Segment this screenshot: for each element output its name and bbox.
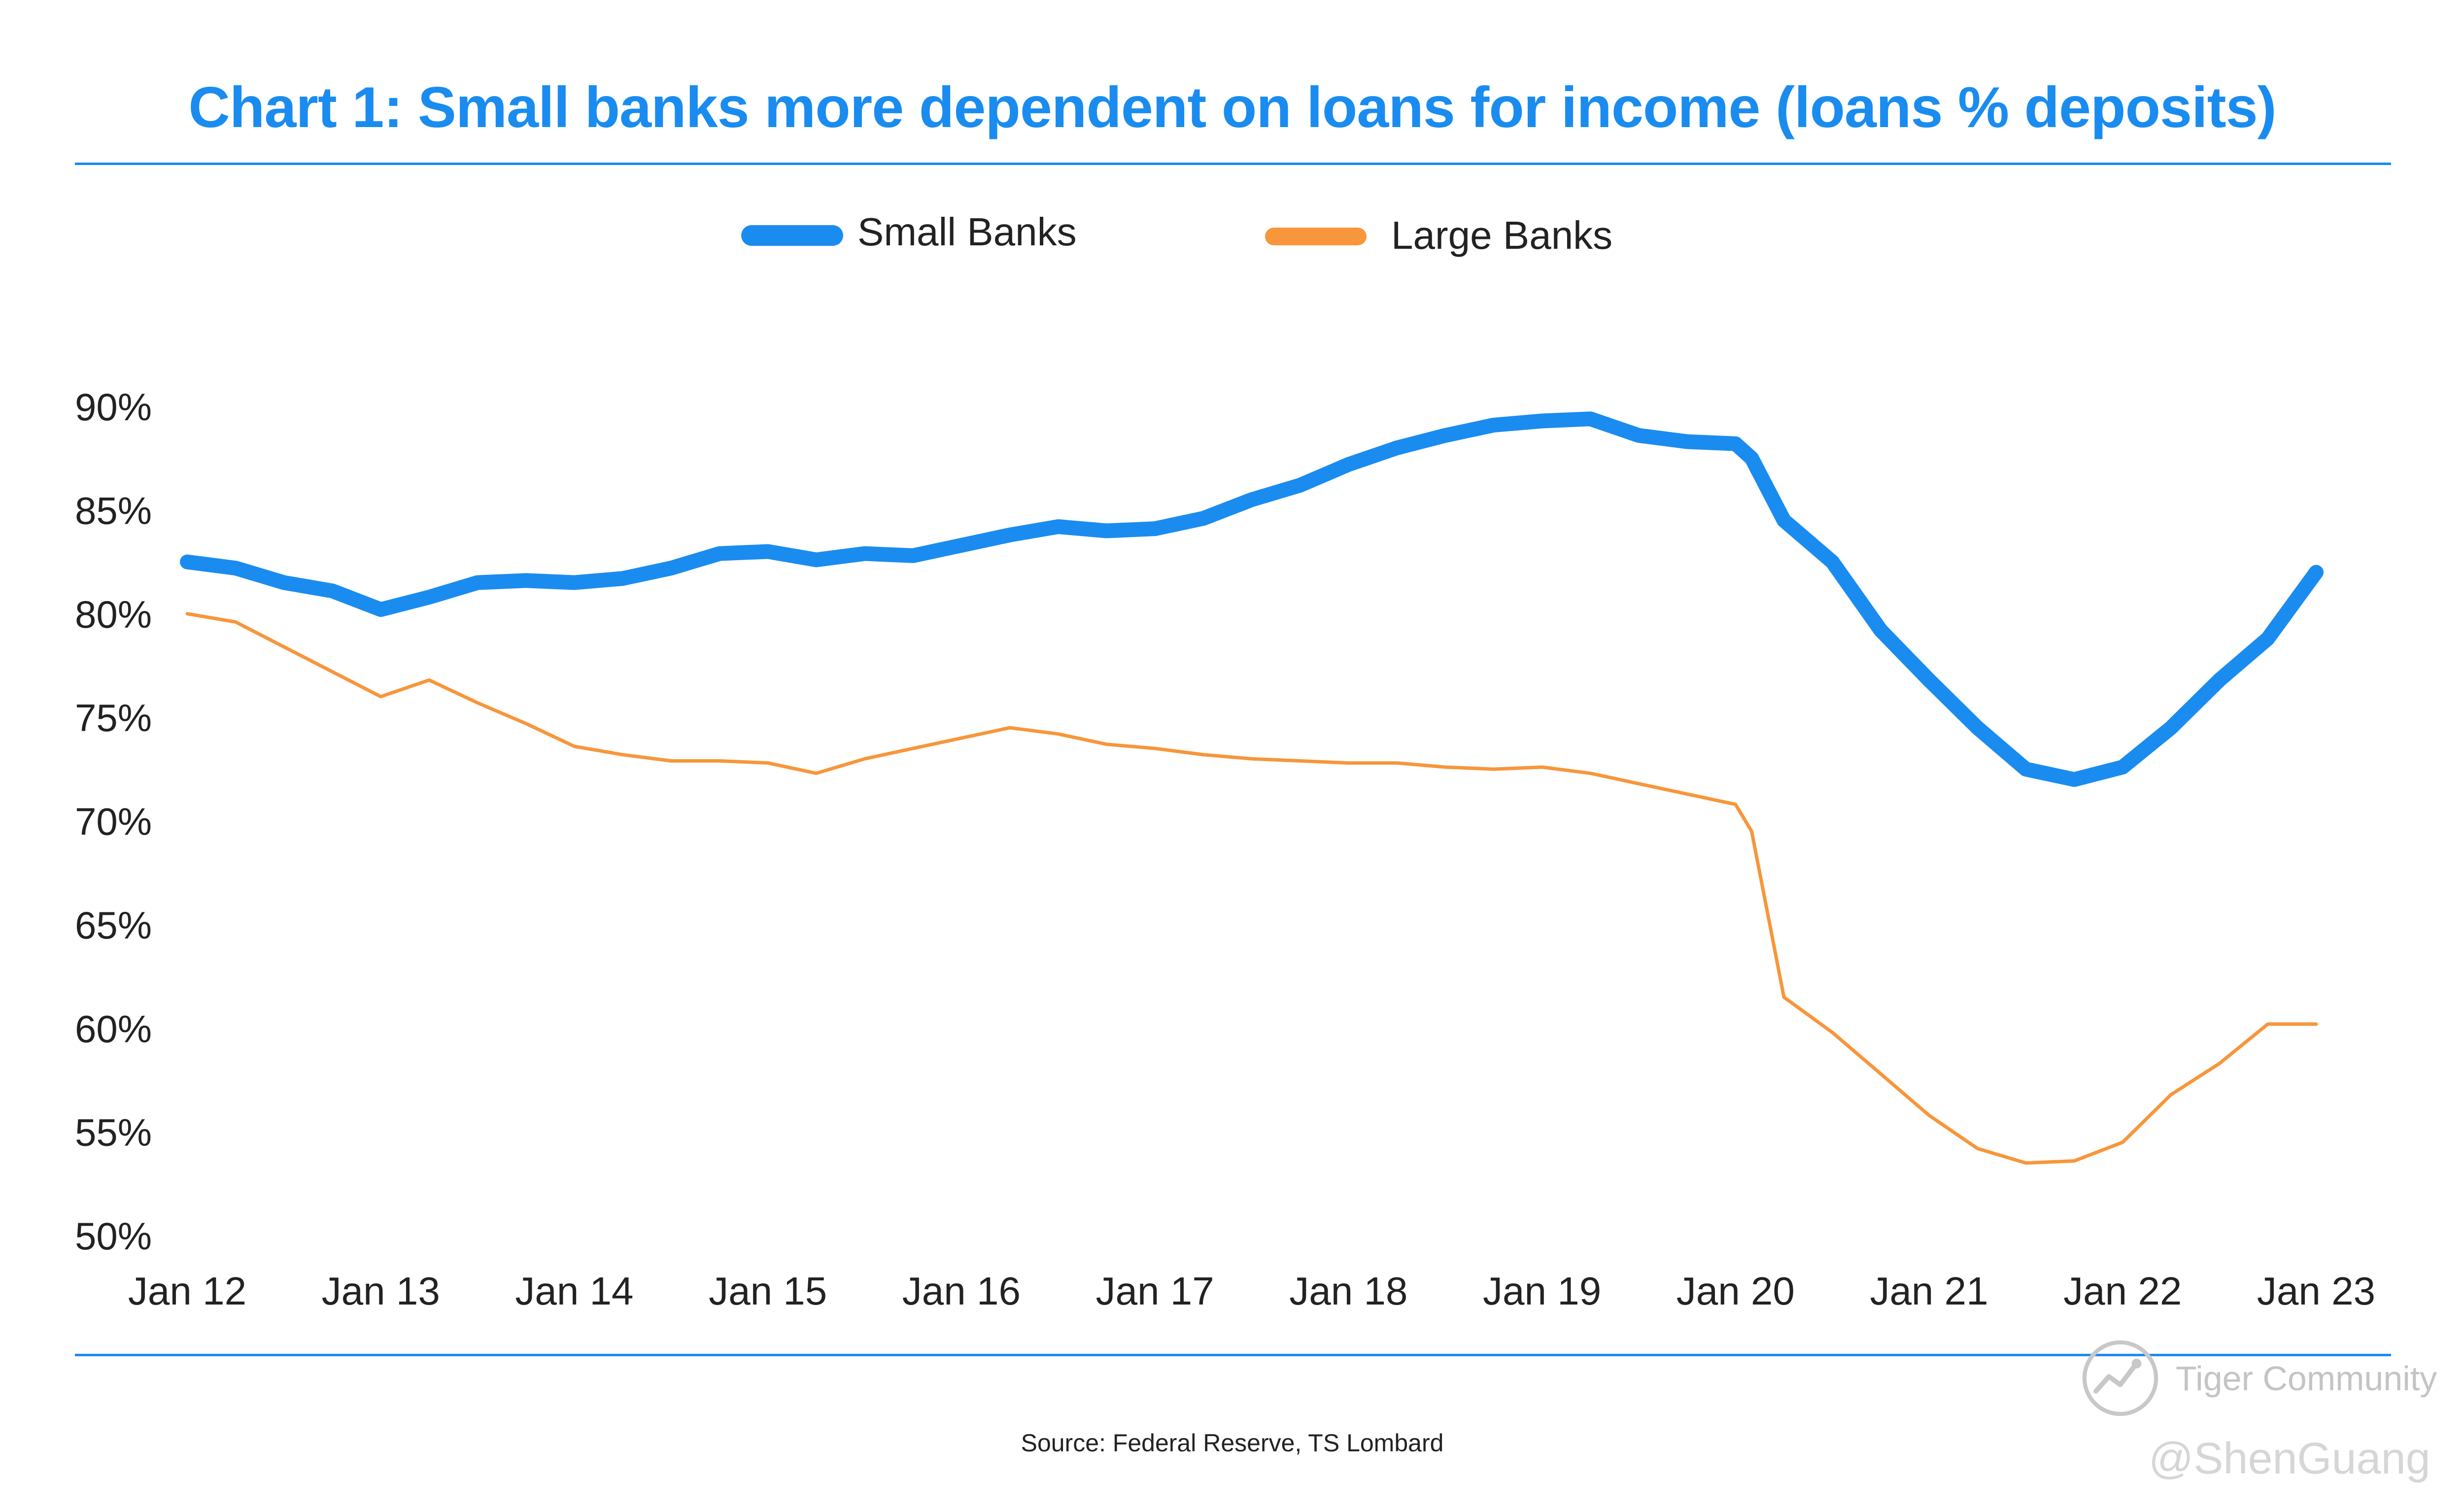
y-tick-label: 70% (75, 800, 152, 843)
series-layer (180, 411, 2324, 1165)
x-tick-label: Jan 16 (902, 1269, 1021, 1313)
y-tick-label: 90% (75, 385, 152, 429)
legend: Small Banks Large Banks (741, 210, 1612, 257)
y-tick-label: 55% (75, 1111, 152, 1154)
series-line-large-banks (185, 612, 2318, 1165)
x-tick-label: Jan 20 (1677, 1269, 1795, 1313)
y-tick-label: 85% (75, 489, 152, 532)
x-tick-label: Jan 17 (1096, 1269, 1214, 1313)
x-tick-label: Jan 21 (1870, 1269, 1988, 1313)
y-axis: 90% 85% 80% 75% 70% 65% 60% 55% 50% (75, 385, 152, 1258)
series-line-small-banks (180, 411, 2324, 787)
x-tick-label: Jan 12 (128, 1269, 246, 1313)
source-note: Source: Federal Reserve, TS Lombard (1021, 1429, 1444, 1457)
x-axis: Jan 12 Jan 13 Jan 14 Jan 15 Jan 16 Jan 17 Jan … (128, 1269, 2375, 1313)
x-tick-label: Jan 13 (322, 1269, 440, 1313)
x-tick-label: Jan 14 (515, 1269, 633, 1313)
x-tick-label: Jan 19 (1483, 1269, 1601, 1313)
y-tick-label: 80% (75, 593, 152, 636)
tiger-community-logo-icon (2082, 1340, 2158, 1416)
legend-label-large-banks: Large Banks (1391, 213, 1612, 257)
y-tick-label: 75% (75, 696, 152, 739)
x-tick-label: Jan 15 (709, 1269, 827, 1313)
x-tick-label: Jan 23 (2257, 1269, 2375, 1313)
title-divider (75, 163, 2391, 165)
watermark-brand: Tiger Community (2176, 1359, 2437, 1398)
x-tick-label: Jan 18 (1289, 1269, 1407, 1313)
footer-divider (75, 1354, 2391, 1356)
y-tick-label: 60% (75, 1007, 152, 1050)
y-tick-label: 50% (75, 1214, 152, 1258)
x-tick-label: Jan 22 (2063, 1269, 2182, 1313)
y-tick-label: 65% (75, 904, 152, 947)
watermark-handle: @ShenGuang (2149, 1434, 2430, 1483)
legend-label-small-banks: Small Banks (857, 210, 1077, 254)
chart-title: Chart 1: Small banks more dependent on l… (188, 75, 2276, 139)
